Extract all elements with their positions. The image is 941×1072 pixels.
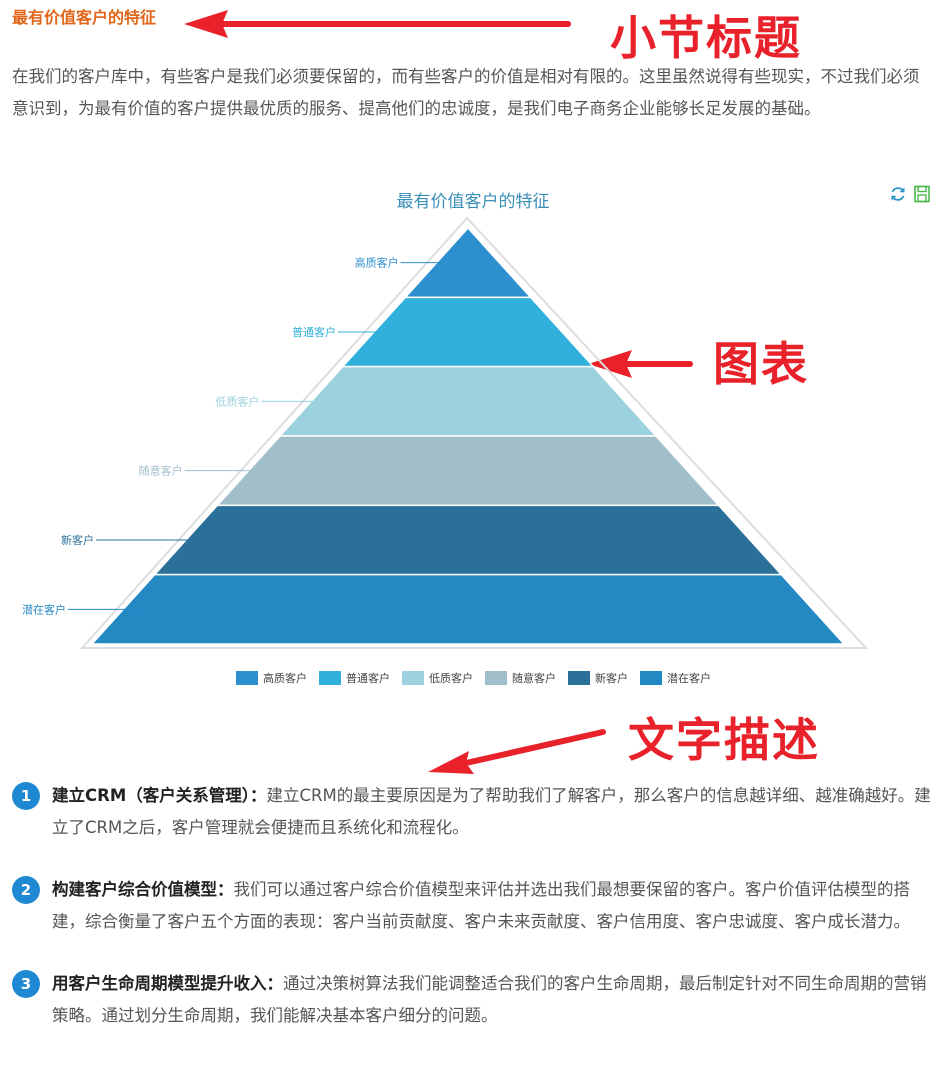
funnel-segment[interactable] <box>90 573 846 645</box>
legend-label: 低质客户 <box>429 672 473 685</box>
point-text: 我们可以通过客户综合价值模型来评估并选出我们最想要保留的客户。客户价值评估模型的… <box>52 880 910 931</box>
legend-item[interactable]: 新客户 <box>568 670 628 686</box>
legend-swatch <box>236 671 258 685</box>
annotation-text: 文字描述 <box>628 713 820 767</box>
segment-label: 高质客户 <box>355 256 399 270</box>
segment-label: 潜在客户 <box>22 602 66 616</box>
point-item-3: 3 用客户生命周期模型提升收入：通过决策树算法我们能调整适合我们的客户生命周期，… <box>12 968 936 1032</box>
legend-item[interactable]: 低质客户 <box>402 670 473 686</box>
segment-label: 普通客户 <box>292 325 336 339</box>
number-badge: 3 <box>12 970 40 998</box>
point-item-1: 1 建立CRM（客户关系管理）：建立CRM的最主要原因是为了帮助我们了解客户，那… <box>12 780 936 844</box>
legend-label: 随意客户 <box>512 672 556 685</box>
legend-item[interactable]: 高质客户 <box>236 670 307 686</box>
point-text: 通过决策树算法我们能调整适合我们的客户生命周期，最后制定针对不同生命周期的营销策… <box>52 974 927 1025</box>
legend-swatch <box>485 671 507 685</box>
legend-swatch <box>568 671 590 685</box>
number-badge: 2 <box>12 876 40 904</box>
legend-label: 新客户 <box>595 672 628 685</box>
point-heading: 用客户生命周期模型提升收入： <box>52 974 283 993</box>
section-title: 最有价值客户的特征 <box>12 8 157 27</box>
point-list: 1 建立CRM（客户关系管理）：建立CRM的最主要原因是为了帮助我们了解客户，那… <box>12 780 936 1032</box>
funnel-segment[interactable] <box>152 504 784 576</box>
chart-toolbox <box>888 184 932 204</box>
segment-label: 低质客户 <box>215 394 259 408</box>
legend-item[interactable]: 普通客户 <box>319 670 390 686</box>
refresh-icon[interactable] <box>888 184 908 204</box>
legend-label: 高质客户 <box>263 672 307 685</box>
legend-label: 潜在客户 <box>667 672 711 685</box>
annotation-chart: 图表 <box>713 337 809 391</box>
number-badge: 1 <box>12 782 40 810</box>
point-heading: 构建客户综合价值模型： <box>52 880 234 899</box>
segment-label: 新客户 <box>61 533 94 547</box>
point-item-2: 2 构建客户综合价值模型：我们可以通过客户综合价值模型来评估并选出我们最想要保留… <box>12 874 936 938</box>
legend-swatch <box>640 671 662 685</box>
legend-item[interactable]: 潜在客户 <box>640 670 711 686</box>
annotation-section-title: 小节标题 <box>610 11 802 65</box>
legend-swatch <box>402 671 424 685</box>
point-heading: 建立CRM（客户关系管理）： <box>52 786 267 805</box>
segment-label: 随意客户 <box>139 464 183 478</box>
chart-legend: 高质客户 普通客户 低质客户 随意客户 新客户 潜在客户 <box>236 670 711 686</box>
funnel-chart: 最有价值客户的特征 高质客户 普通客户 低质客户 随意客户 新客户 潜在客户 高质客户 普通… <box>12 172 934 700</box>
legend-swatch <box>319 671 341 685</box>
arrow-to-text <box>428 729 606 774</box>
save-image-icon[interactable] <box>912 184 932 204</box>
legend-item[interactable]: 随意客户 <box>485 670 556 686</box>
point-text: 建立CRM的最主要原因是为了帮助我们了解客户，那么客户的信息越详细、越准确越好。… <box>52 786 931 837</box>
legend-label: 普通客户 <box>346 672 390 685</box>
chart-title: 最有价值客户的特征 <box>396 192 550 212</box>
funnel-segment[interactable] <box>278 365 658 437</box>
arrow-to-title <box>184 10 571 38</box>
intro-paragraph: 在我们的客户库中，有些客户是我们必须要保留的，而有些客户的价值是相对有限的。这里… <box>12 67 920 118</box>
